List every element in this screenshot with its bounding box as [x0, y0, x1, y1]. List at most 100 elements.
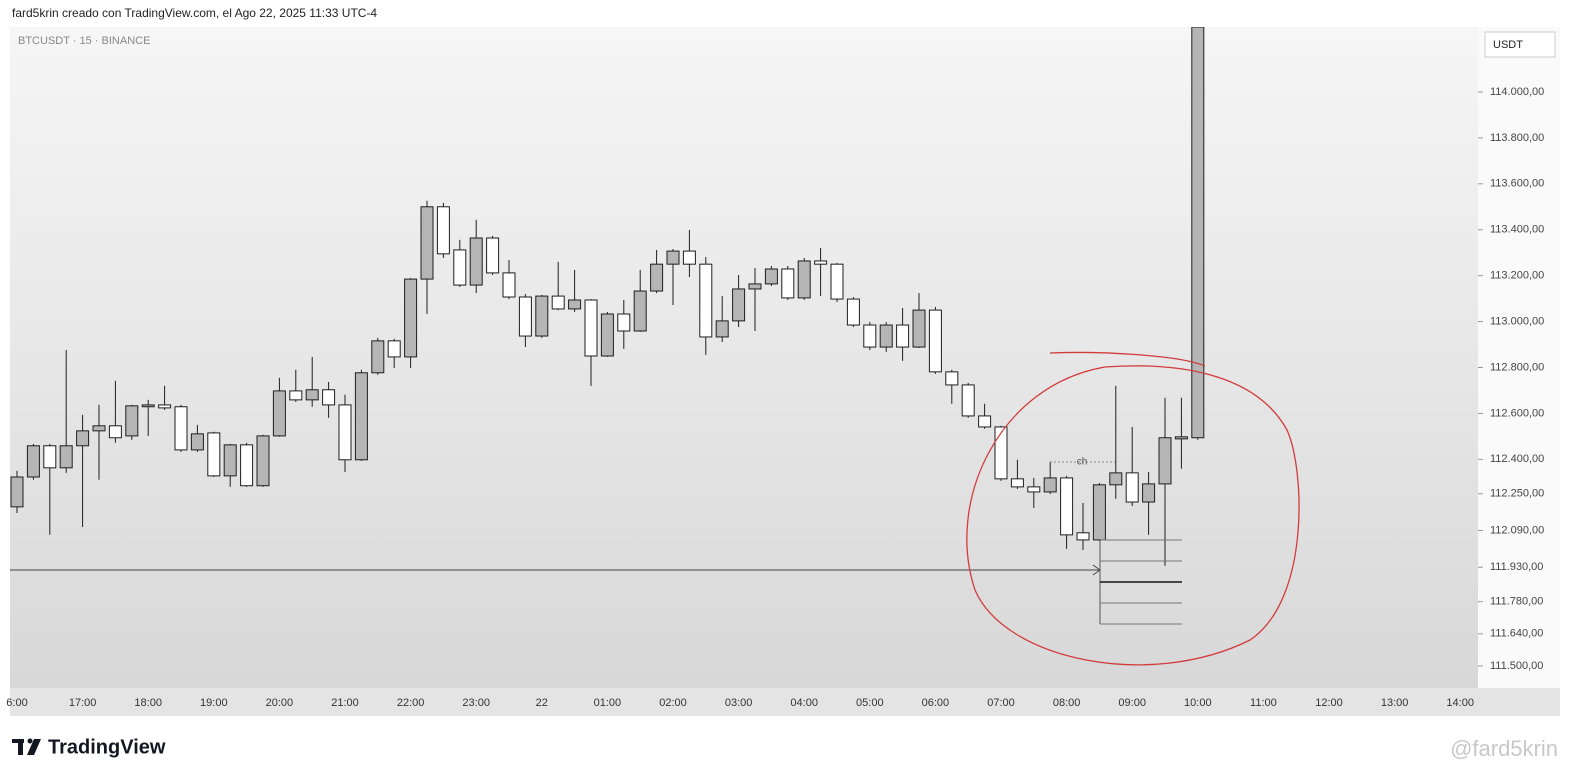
- candle-body: [568, 299, 582, 310]
- x-tick-label: 09:00: [1118, 697, 1146, 709]
- x-tick-label: 01:00: [594, 697, 622, 709]
- candle-body: [945, 371, 959, 386]
- highlight-stroke: [1049, 351, 1206, 367]
- candle-body: [59, 445, 73, 469]
- candle-body: [1043, 477, 1057, 493]
- logo: TradingView: [48, 736, 166, 758]
- candle-body: [502, 272, 516, 298]
- candle-body: [141, 404, 155, 408]
- candle-body: [978, 415, 992, 428]
- header: fard5krin creado con TradingView.com, el…: [12, 6, 377, 20]
- x-tick-label: 6:00: [6, 697, 27, 709]
- y-tick-label: 113.400,00: [1490, 224, 1544, 236]
- candle-body: [896, 324, 910, 348]
- y-tick-label: 112.250,00: [1490, 488, 1544, 500]
- candle-body: [174, 406, 188, 451]
- candle-body: [486, 237, 500, 274]
- candle-body: [764, 268, 778, 285]
- candle-body: [240, 444, 254, 487]
- candle-body: [994, 426, 1008, 480]
- candle-body: [748, 283, 762, 290]
- x-tick-label: 13:00: [1381, 697, 1409, 709]
- candle-body: [1010, 478, 1024, 488]
- candle-body: [551, 295, 565, 310]
- candle-body: [814, 260, 828, 265]
- highlight-circle: [966, 365, 1300, 666]
- candle-body: [322, 389, 336, 406]
- candle-body: [158, 404, 172, 409]
- candle-body: [1142, 483, 1156, 503]
- candle-body: [846, 298, 860, 326]
- candle-body: [961, 384, 975, 417]
- y-tick-label: 112.800,00: [1490, 361, 1544, 373]
- candle-body: [518, 296, 532, 337]
- x-tick-label: 14:00: [1446, 697, 1474, 709]
- candle-body: [600, 313, 614, 357]
- candle-body: [633, 290, 647, 332]
- x-tick-label: 06:00: [922, 697, 950, 709]
- candle-body: [272, 390, 286, 437]
- candle-body: [715, 320, 729, 338]
- x-tick-label: 03:00: [725, 697, 753, 709]
- candle-body: [797, 260, 811, 299]
- candle-body: [682, 250, 696, 265]
- candle-body: [1125, 472, 1139, 503]
- x-tick-label: 20:00: [266, 697, 294, 709]
- time-axis: [10, 688, 1560, 716]
- candle-body: [781, 268, 795, 299]
- candle-body: [354, 372, 368, 461]
- candle-body: [879, 324, 893, 348]
- candle-body: [1191, 27, 1205, 439]
- currency-box: [1484, 31, 1556, 58]
- watermark: @fard5krin: [1450, 736, 1558, 761]
- candle-body: [617, 313, 631, 332]
- candle-body: [338, 404, 352, 461]
- y-tick-label: 114.000,00: [1490, 86, 1544, 98]
- candle-body: [125, 405, 139, 437]
- x-tick-label: 04:00: [790, 697, 818, 709]
- candle-body: [1109, 472, 1123, 486]
- x-tick-label: 10:00: [1184, 697, 1212, 709]
- candle-body: [650, 263, 664, 292]
- y-tick-label: 113.800,00: [1490, 132, 1544, 144]
- x-tick-label: 11:00: [1250, 697, 1277, 709]
- candle-body: [469, 237, 483, 286]
- candle-body: [584, 299, 598, 357]
- x-tick-label: 07:00: [987, 697, 1015, 709]
- candle-body: [453, 249, 467, 286]
- candle-body: [43, 445, 57, 469]
- candle-body: [1076, 532, 1090, 541]
- x-tick-label: 08:00: [1053, 697, 1081, 709]
- price-axis: [1478, 27, 1560, 688]
- y-tick-label: 112.600,00: [1490, 407, 1544, 419]
- candle-body: [1158, 437, 1172, 485]
- y-tick-label: 111.780,00: [1490, 596, 1543, 608]
- candle-body: [830, 263, 844, 300]
- candle-body: [1060, 477, 1074, 536]
- candle-body: [108, 425, 122, 439]
- candle-body: [1027, 486, 1041, 493]
- candle-body: [699, 263, 713, 338]
- x-tick-label: 22: [536, 697, 548, 709]
- candle-body: [436, 206, 450, 255]
- candle-body: [732, 288, 746, 322]
- y-tick-label: 113.200,00: [1490, 270, 1544, 282]
- candle-body: [1174, 436, 1188, 440]
- y-tick-label: 112.400,00: [1490, 453, 1544, 465]
- candle-body: [76, 430, 90, 447]
- candle-body: [223, 444, 237, 477]
- candle-body: [404, 278, 418, 358]
- y-tick-label: 111.500,00: [1490, 660, 1543, 672]
- y-tick-label: 113.000,00: [1490, 315, 1544, 327]
- candle-body: [92, 425, 106, 432]
- candle-body: [207, 432, 221, 477]
- annotation: ch: [1077, 457, 1088, 468]
- x-tick-label: 21:00: [331, 697, 359, 709]
- x-tick-label: 23:00: [462, 697, 490, 709]
- y-tick-label: 111.930,00: [1490, 561, 1543, 573]
- candle-body: [666, 250, 680, 265]
- candle-body: [420, 206, 434, 280]
- candle-body: [387, 340, 401, 358]
- candle-body: [190, 433, 204, 451]
